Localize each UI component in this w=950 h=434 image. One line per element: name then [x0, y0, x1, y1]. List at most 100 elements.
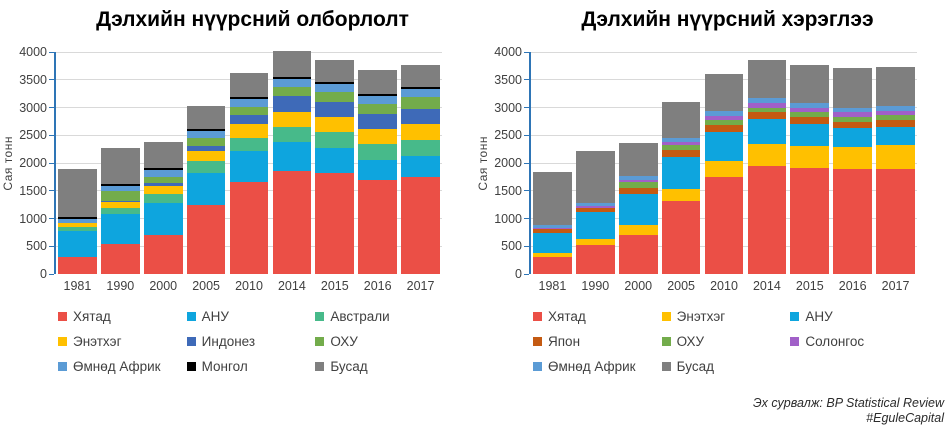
bar-segment	[315, 101, 355, 117]
bar-segment	[358, 70, 397, 94]
bar-segment	[143, 193, 183, 204]
legend-swatch	[186, 312, 196, 321]
bar-segment	[101, 185, 140, 192]
bar-segment	[790, 107, 830, 113]
bar-segment	[747, 144, 787, 166]
bar-segment	[58, 216, 97, 219]
stacked-bar-1981	[58, 169, 97, 274]
y-tick-label: 3500	[19, 72, 47, 87]
bar-segment	[229, 151, 269, 182]
bar-segment	[315, 132, 355, 148]
bar-slot	[874, 52, 917, 274]
legend-item: АНУ	[186, 309, 316, 324]
bar-segment	[618, 179, 658, 183]
bar-segment	[533, 225, 572, 229]
bar-segment	[576, 207, 615, 212]
bar-segment	[186, 172, 226, 206]
bar-segment	[401, 123, 440, 140]
bar-slot	[745, 52, 788, 274]
bar-segment	[576, 244, 615, 274]
legend-item: Индонез	[186, 334, 316, 349]
bar-segment	[661, 156, 701, 189]
bar-segment	[618, 225, 658, 235]
stacked-bar-2016	[833, 68, 872, 274]
x-tick-label: 2005	[192, 279, 221, 293]
bar-segment	[58, 256, 97, 274]
bar-segment	[876, 110, 915, 116]
bar-segment	[747, 118, 787, 145]
bar-segment	[533, 228, 572, 230]
y-tick-mark	[524, 190, 529, 192]
legend-item: Хятад	[58, 309, 187, 324]
gridline	[56, 51, 442, 53]
bar-segment	[790, 167, 830, 274]
bar-slot	[228, 52, 271, 274]
bar-slot	[270, 51, 313, 274]
x-tick-label: 2000	[149, 279, 178, 293]
y-tick-label: 500	[501, 239, 522, 254]
bar-segment	[704, 110, 744, 117]
bar-segment	[101, 214, 140, 245]
bar-segment	[358, 114, 397, 129]
bar-segment	[704, 176, 744, 274]
stacked-bar-2015	[315, 59, 355, 274]
bar-segment	[101, 147, 140, 184]
y-tick-mark	[49, 107, 54, 108]
bar-segment	[704, 125, 744, 132]
hashtag-line: #EguleCapital	[866, 411, 944, 425]
legend-swatch	[790, 312, 800, 321]
stacked-bar-1981	[533, 172, 572, 274]
bar-segment	[833, 128, 872, 147]
consumption-y-axis-label: Сая тонн	[476, 135, 490, 191]
legend-item: Япон	[533, 334, 662, 349]
x-tick-label: 2010	[710, 279, 738, 293]
consumption-ylabel-col: Сая тонн	[475, 52, 491, 274]
bar-segment	[101, 183, 140, 186]
legend-label: Хятад	[73, 309, 111, 324]
bar-slot	[56, 52, 99, 274]
bar-segment	[401, 64, 440, 88]
bar-slot	[574, 52, 617, 274]
y-tick-mark	[524, 218, 529, 219]
legend-label: Энэтхэг	[73, 334, 122, 349]
bar-segment	[747, 102, 787, 108]
legend-item: Бусад	[315, 359, 444, 374]
bar-segment	[229, 181, 269, 274]
bar-segment	[618, 234, 658, 274]
y-tick-label: 1500	[494, 183, 522, 198]
bar-segment	[272, 111, 312, 127]
legend-label: Япон	[548, 334, 581, 349]
bar-segment	[186, 106, 226, 129]
y-tick-mark	[49, 218, 54, 219]
bar-segment	[790, 117, 830, 125]
y-tick-label: 2000	[494, 156, 522, 170]
bars-layer	[531, 52, 917, 274]
y-tick-label: 2500	[19, 128, 47, 143]
legend-item: Австрали	[315, 309, 444, 324]
bar-segment	[704, 160, 744, 177]
y-tick-mark	[49, 134, 54, 136]
bar-segment	[704, 131, 744, 161]
y-tick-mark	[49, 162, 54, 164]
consumption-x-axis-labels: 1981 1990 2000 2005 2010 2014 2015 2016 2017	[531, 279, 917, 293]
legend-item: ОХУ	[315, 334, 444, 349]
bar-segment	[661, 150, 701, 157]
bar-segment	[876, 105, 915, 111]
bar-slot	[142, 52, 185, 274]
bar-segment	[143, 185, 183, 194]
bar-segment	[186, 130, 226, 139]
x-tick-label: 2015	[320, 279, 349, 293]
stacked-bar-2015	[790, 65, 830, 274]
y-tick-mark	[49, 51, 54, 53]
bar-segment	[143, 142, 183, 168]
consumption-chart-body: Сая тонн 0 500 1000 1500 2000 2500 3000 3500 400…	[475, 45, 950, 281]
legend-item: Өмнөд Африк	[58, 359, 187, 374]
y-tick-mark	[524, 79, 529, 81]
x-tick-label: 2010	[235, 279, 263, 293]
legend-item: АНУ	[790, 309, 919, 324]
x-tick-label: 1990	[106, 279, 135, 293]
bar-segment	[661, 137, 701, 143]
legend-label: Өмнөд Африк	[548, 359, 636, 374]
production-x-axis-labels: 1981 1990 2000 2005 2010 2014 2015 2016 2017	[56, 279, 442, 293]
bar-segment	[358, 180, 397, 274]
